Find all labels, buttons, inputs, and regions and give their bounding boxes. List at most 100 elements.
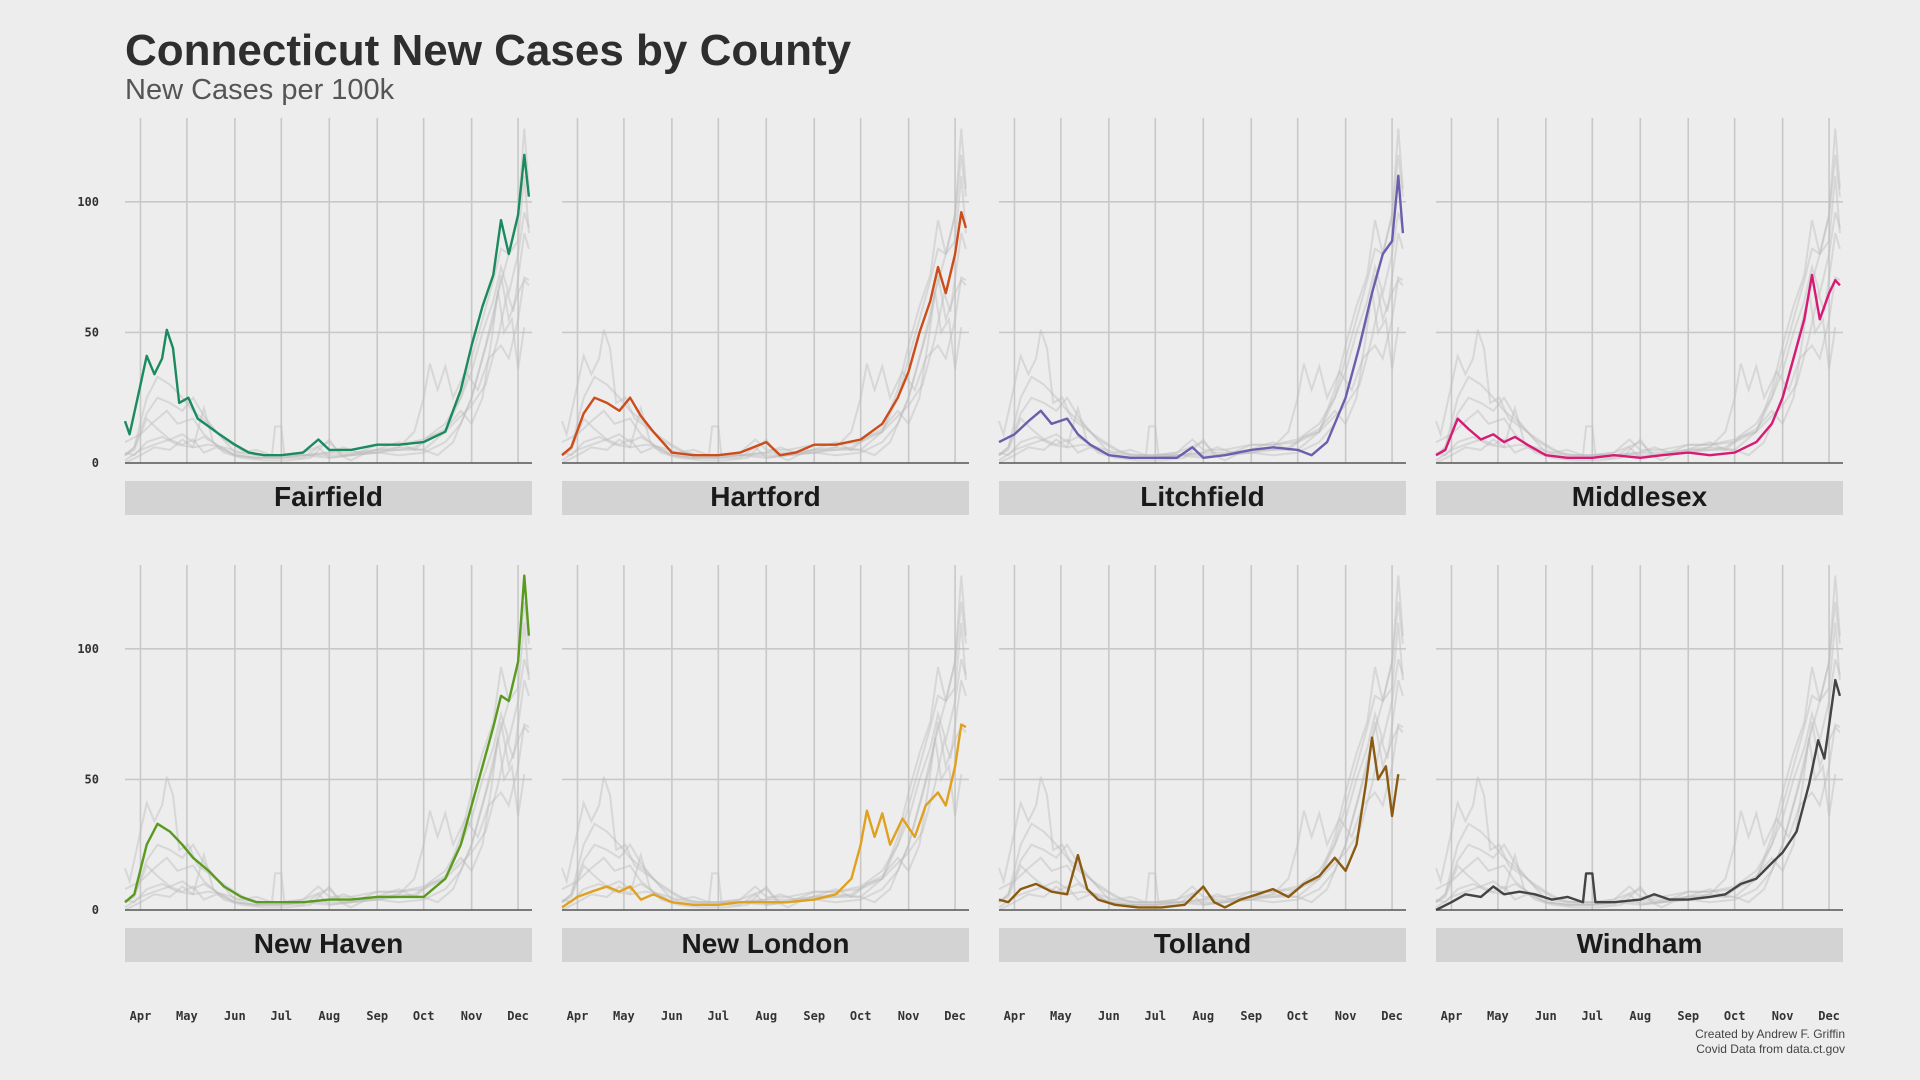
panel-litchfield: Litchfield: [998, 118, 1406, 515]
background-series-line: [124, 721, 530, 906]
facet-label: New London: [682, 928, 850, 959]
x-tick-label: Sep: [366, 1009, 388, 1023]
background-series-line: [124, 601, 530, 904]
background-series-line: [1435, 722, 1841, 909]
x-tick-label: Nov: [898, 1009, 920, 1023]
x-tick-label: Jun: [224, 1009, 246, 1023]
facet-strip: [1436, 928, 1843, 962]
x-tick-label: May: [176, 1009, 198, 1023]
series-line-tolland: [998, 736, 1400, 909]
x-tick-label: May: [1050, 1009, 1072, 1023]
background-series-line: [124, 622, 530, 906]
background-series-line: [561, 275, 967, 462]
background-series-line: [1435, 154, 1841, 457]
x-tick-label: Sep: [803, 1009, 825, 1023]
y-tick-label: 0: [92, 456, 99, 470]
background-series-line: [998, 622, 1404, 906]
background-series-line: [561, 154, 967, 457]
background-series-line: [1435, 658, 1841, 904]
background-series-line: [124, 275, 530, 462]
background-series-line: [561, 737, 963, 909]
background-series-line: [998, 275, 1404, 462]
y-tick-label: 100: [77, 195, 99, 209]
background-series-line: [998, 575, 1404, 904]
x-tick-label: Oct: [413, 1009, 435, 1023]
chart-subtitle: New Cases per 100k: [125, 74, 395, 106]
panel-new-haven: 0 50 100 New Haven Apr May Jun Jul Aug Sep Oct Nov D…: [77, 565, 532, 1023]
background-series-line: [124, 211, 530, 457]
panel-tolland: Tolland Apr May Jun Jul Aug Sep Oct Nov Dec: [998, 565, 1406, 1023]
facet-strip: [999, 928, 1406, 962]
x-tick-label: Apr: [1004, 1009, 1026, 1023]
background-series-line: [561, 175, 967, 459]
x-tick-label: Sep: [1677, 1009, 1699, 1023]
x-tick-label: Aug: [1629, 1009, 1651, 1023]
panel-middlesex: Middlesex: [1435, 118, 1843, 515]
x-tick-label: Aug: [1192, 1009, 1214, 1023]
background-series-line: [1435, 622, 1841, 906]
series-line-new-haven: [124, 574, 531, 904]
background-series-line: [124, 232, 530, 464]
x-tick-label: Jul: [1144, 1009, 1166, 1023]
credit-author: Created by Andrew F. Griffin: [1695, 1027, 1845, 1041]
chart-title: Connecticut New Cases by County: [125, 26, 852, 75]
x-tick-label: Jun: [661, 1009, 683, 1023]
facet-label: Tolland: [1154, 928, 1251, 959]
y-tick-label: 0: [92, 903, 99, 917]
x-tick-label: Apr: [1441, 1009, 1463, 1023]
x-tick-label: Oct: [850, 1009, 872, 1023]
series-line-hartford: [561, 211, 968, 457]
series-line-litchfield: [998, 174, 1405, 459]
background-series-line: [561, 679, 967, 911]
facet-strip: [562, 928, 969, 962]
background-series-line: [124, 658, 530, 904]
credit-source: Covid Data from data.ct.gov: [1696, 1042, 1845, 1056]
background-series-line: [561, 622, 967, 906]
background-series-line: [124, 290, 526, 462]
background-series-line: [561, 274, 967, 459]
facet-strip: [125, 928, 532, 962]
series-line-fairfield: [123, 153, 531, 457]
facet-label: New Haven: [254, 928, 403, 959]
background-series-line: [124, 679, 530, 911]
x-tick-label: Dec: [1381, 1009, 1403, 1023]
background-series-line: [998, 679, 1404, 911]
background-series-line: [1435, 601, 1841, 904]
x-tick-label: Dec: [944, 1009, 966, 1023]
background-series-line: [124, 737, 526, 909]
x-tick-label: Oct: [1724, 1009, 1746, 1023]
background-series-line: [1435, 575, 1841, 904]
facet-strip: [125, 481, 532, 515]
facet-strip: [999, 481, 1406, 515]
x-tick-label: Apr: [130, 1009, 152, 1023]
x-tick-label: Nov: [461, 1009, 483, 1023]
background-series-line: [998, 232, 1404, 464]
panel-new-london: New London Apr May Jun Jul Aug Sep Oct Nov Dec: [561, 565, 969, 1023]
background-series-line: [998, 274, 1404, 459]
background-series-line: [561, 721, 967, 906]
x-tick-label: Jun: [1535, 1009, 1557, 1023]
background-series-line: [1435, 232, 1841, 464]
facet-label: Middlesex: [1572, 481, 1708, 512]
facet-label: Fairfield: [274, 481, 383, 512]
x-tick-label: Dec: [507, 1009, 529, 1023]
background-series-line: [998, 601, 1404, 904]
background-series-line: [124, 128, 530, 457]
x-tick-label: Nov: [1772, 1009, 1794, 1023]
background-series-line: [1435, 721, 1841, 906]
x-tick-label: Oct: [1287, 1009, 1309, 1023]
background-series-line: [561, 290, 963, 462]
y-tick-label: 50: [85, 325, 99, 339]
facet-strip: [1436, 481, 1843, 515]
panel-hartford: Hartford: [561, 118, 969, 515]
series-line-middlesex: [1435, 273, 1841, 459]
background-series-line: [561, 232, 967, 464]
background-series-line: [1435, 128, 1841, 457]
background-series-line: [998, 128, 1404, 457]
series-line-windham: [1435, 678, 1842, 912]
facet-label: Windham: [1577, 928, 1703, 959]
x-tick-label: Jun: [1098, 1009, 1120, 1023]
background-series-line: [1435, 175, 1841, 459]
background-series-line: [124, 274, 530, 459]
